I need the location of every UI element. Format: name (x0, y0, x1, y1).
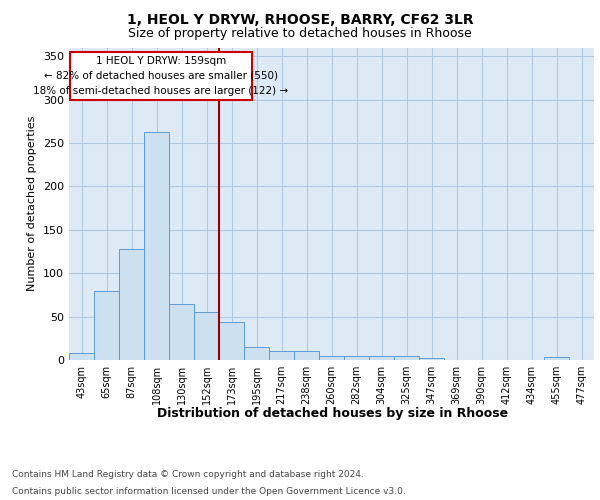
Bar (394, 356, 419, 360)
Bar (319, 356, 344, 360)
Text: 1 HEOL Y DRYW: 159sqm
← 82% of detached houses are smaller (550)
18% of semi-det: 1 HEOL Y DRYW: 159sqm ← 82% of detached … (33, 56, 289, 96)
Y-axis label: Number of detached properties: Number of detached properties (28, 116, 37, 292)
Text: 1, HEOL Y DRYW, RHOOSE, BARRY, CF62 3LR: 1, HEOL Y DRYW, RHOOSE, BARRY, CF62 3LR (127, 12, 473, 26)
Bar (94, 290, 119, 360)
Bar (294, 352, 319, 360)
Bar (419, 358, 444, 360)
Bar (119, 249, 144, 360)
Text: Contains public sector information licensed under the Open Government Licence v3: Contains public sector information licen… (12, 488, 406, 496)
Bar (169, 304, 194, 360)
Bar (219, 322, 244, 360)
Bar (544, 358, 569, 360)
Bar (194, 312, 219, 360)
Bar (69, 353, 94, 360)
Text: Contains HM Land Registry data © Crown copyright and database right 2024.: Contains HM Land Registry data © Crown c… (12, 470, 364, 479)
Text: Size of property relative to detached houses in Rhoose: Size of property relative to detached ho… (128, 28, 472, 40)
Bar (144, 132, 169, 360)
Bar (244, 347, 269, 360)
Bar (269, 352, 294, 360)
Text: Distribution of detached houses by size in Rhoose: Distribution of detached houses by size … (157, 408, 509, 420)
Bar (344, 356, 369, 360)
Bar (70, 52, 252, 100)
Bar (369, 356, 394, 360)
